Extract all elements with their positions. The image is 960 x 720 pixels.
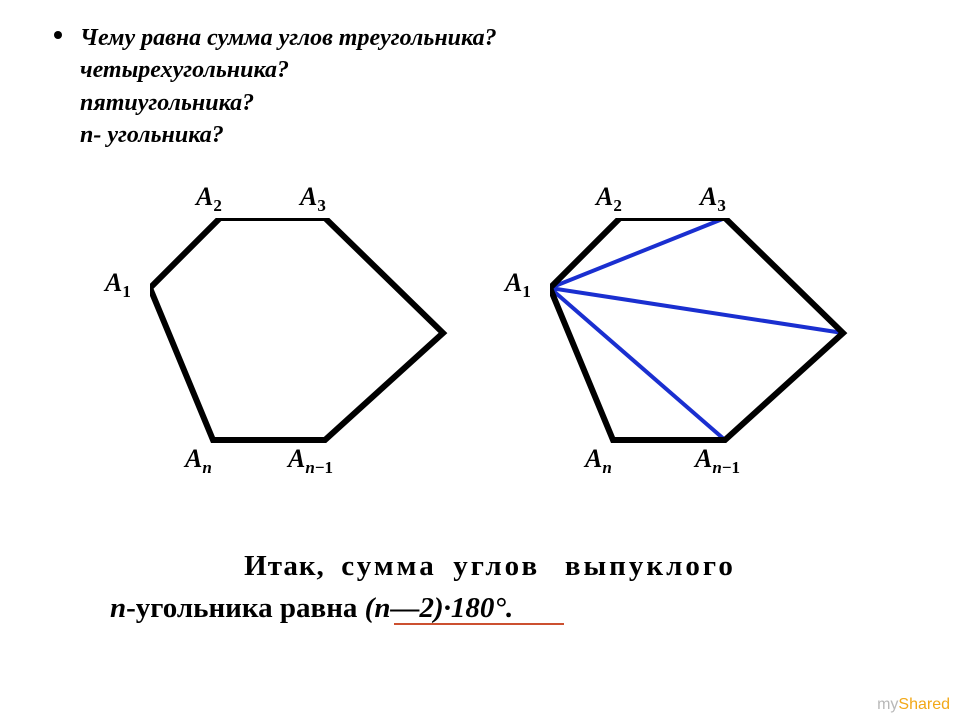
vertex-label-a1: A1 <box>105 268 131 302</box>
vertex-label-a2: A2 <box>596 182 622 216</box>
watermark: myShared <box>877 696 950 714</box>
vertex-label-an: An <box>185 444 212 478</box>
question-line-1: Чему равна сумма углов треугольника? <box>80 22 497 54</box>
vertex-label-an-1: An−1 <box>288 444 333 478</box>
hexagon-outline <box>150 218 443 440</box>
hexagon-outline <box>550 218 843 440</box>
question-line-4: n- угольника? <box>80 119 497 151</box>
vertex-label-a1: A1 <box>505 268 531 302</box>
question-block: Чему равна сумма углов треугольника? чет… <box>80 22 497 152</box>
bullet-icon <box>54 31 62 39</box>
hexagon-diagonals <box>550 218 843 440</box>
vertex-label-a3: A3 <box>700 182 726 216</box>
question-line-3: пятиугольника? <box>80 87 497 119</box>
vertex-label-an-1: An−1 <box>695 444 740 478</box>
vertex-label-a2: A2 <box>196 182 222 216</box>
formula-underline <box>394 623 564 625</box>
conclusion-block: Итак, сумма углов выпуклого n-угольника … <box>110 545 870 629</box>
question-line-2: четырехугольника? <box>80 54 497 86</box>
vertex-label-a3: A3 <box>300 182 326 216</box>
diagram-area: A1 A2 A3 An An−1 A1 A2 A3 An An−1 <box>90 178 890 508</box>
vertex-label-an: An <box>585 444 612 478</box>
left-hexagon <box>150 218 460 468</box>
right-hexagon <box>550 218 860 468</box>
right-hexagon-wrap: A1 A2 A3 An An−1 <box>550 218 860 473</box>
conclusion-line-1: Итак, сумма углов выпуклого <box>110 545 870 587</box>
left-hexagon-wrap: A1 A2 A3 An An−1 <box>150 218 460 473</box>
